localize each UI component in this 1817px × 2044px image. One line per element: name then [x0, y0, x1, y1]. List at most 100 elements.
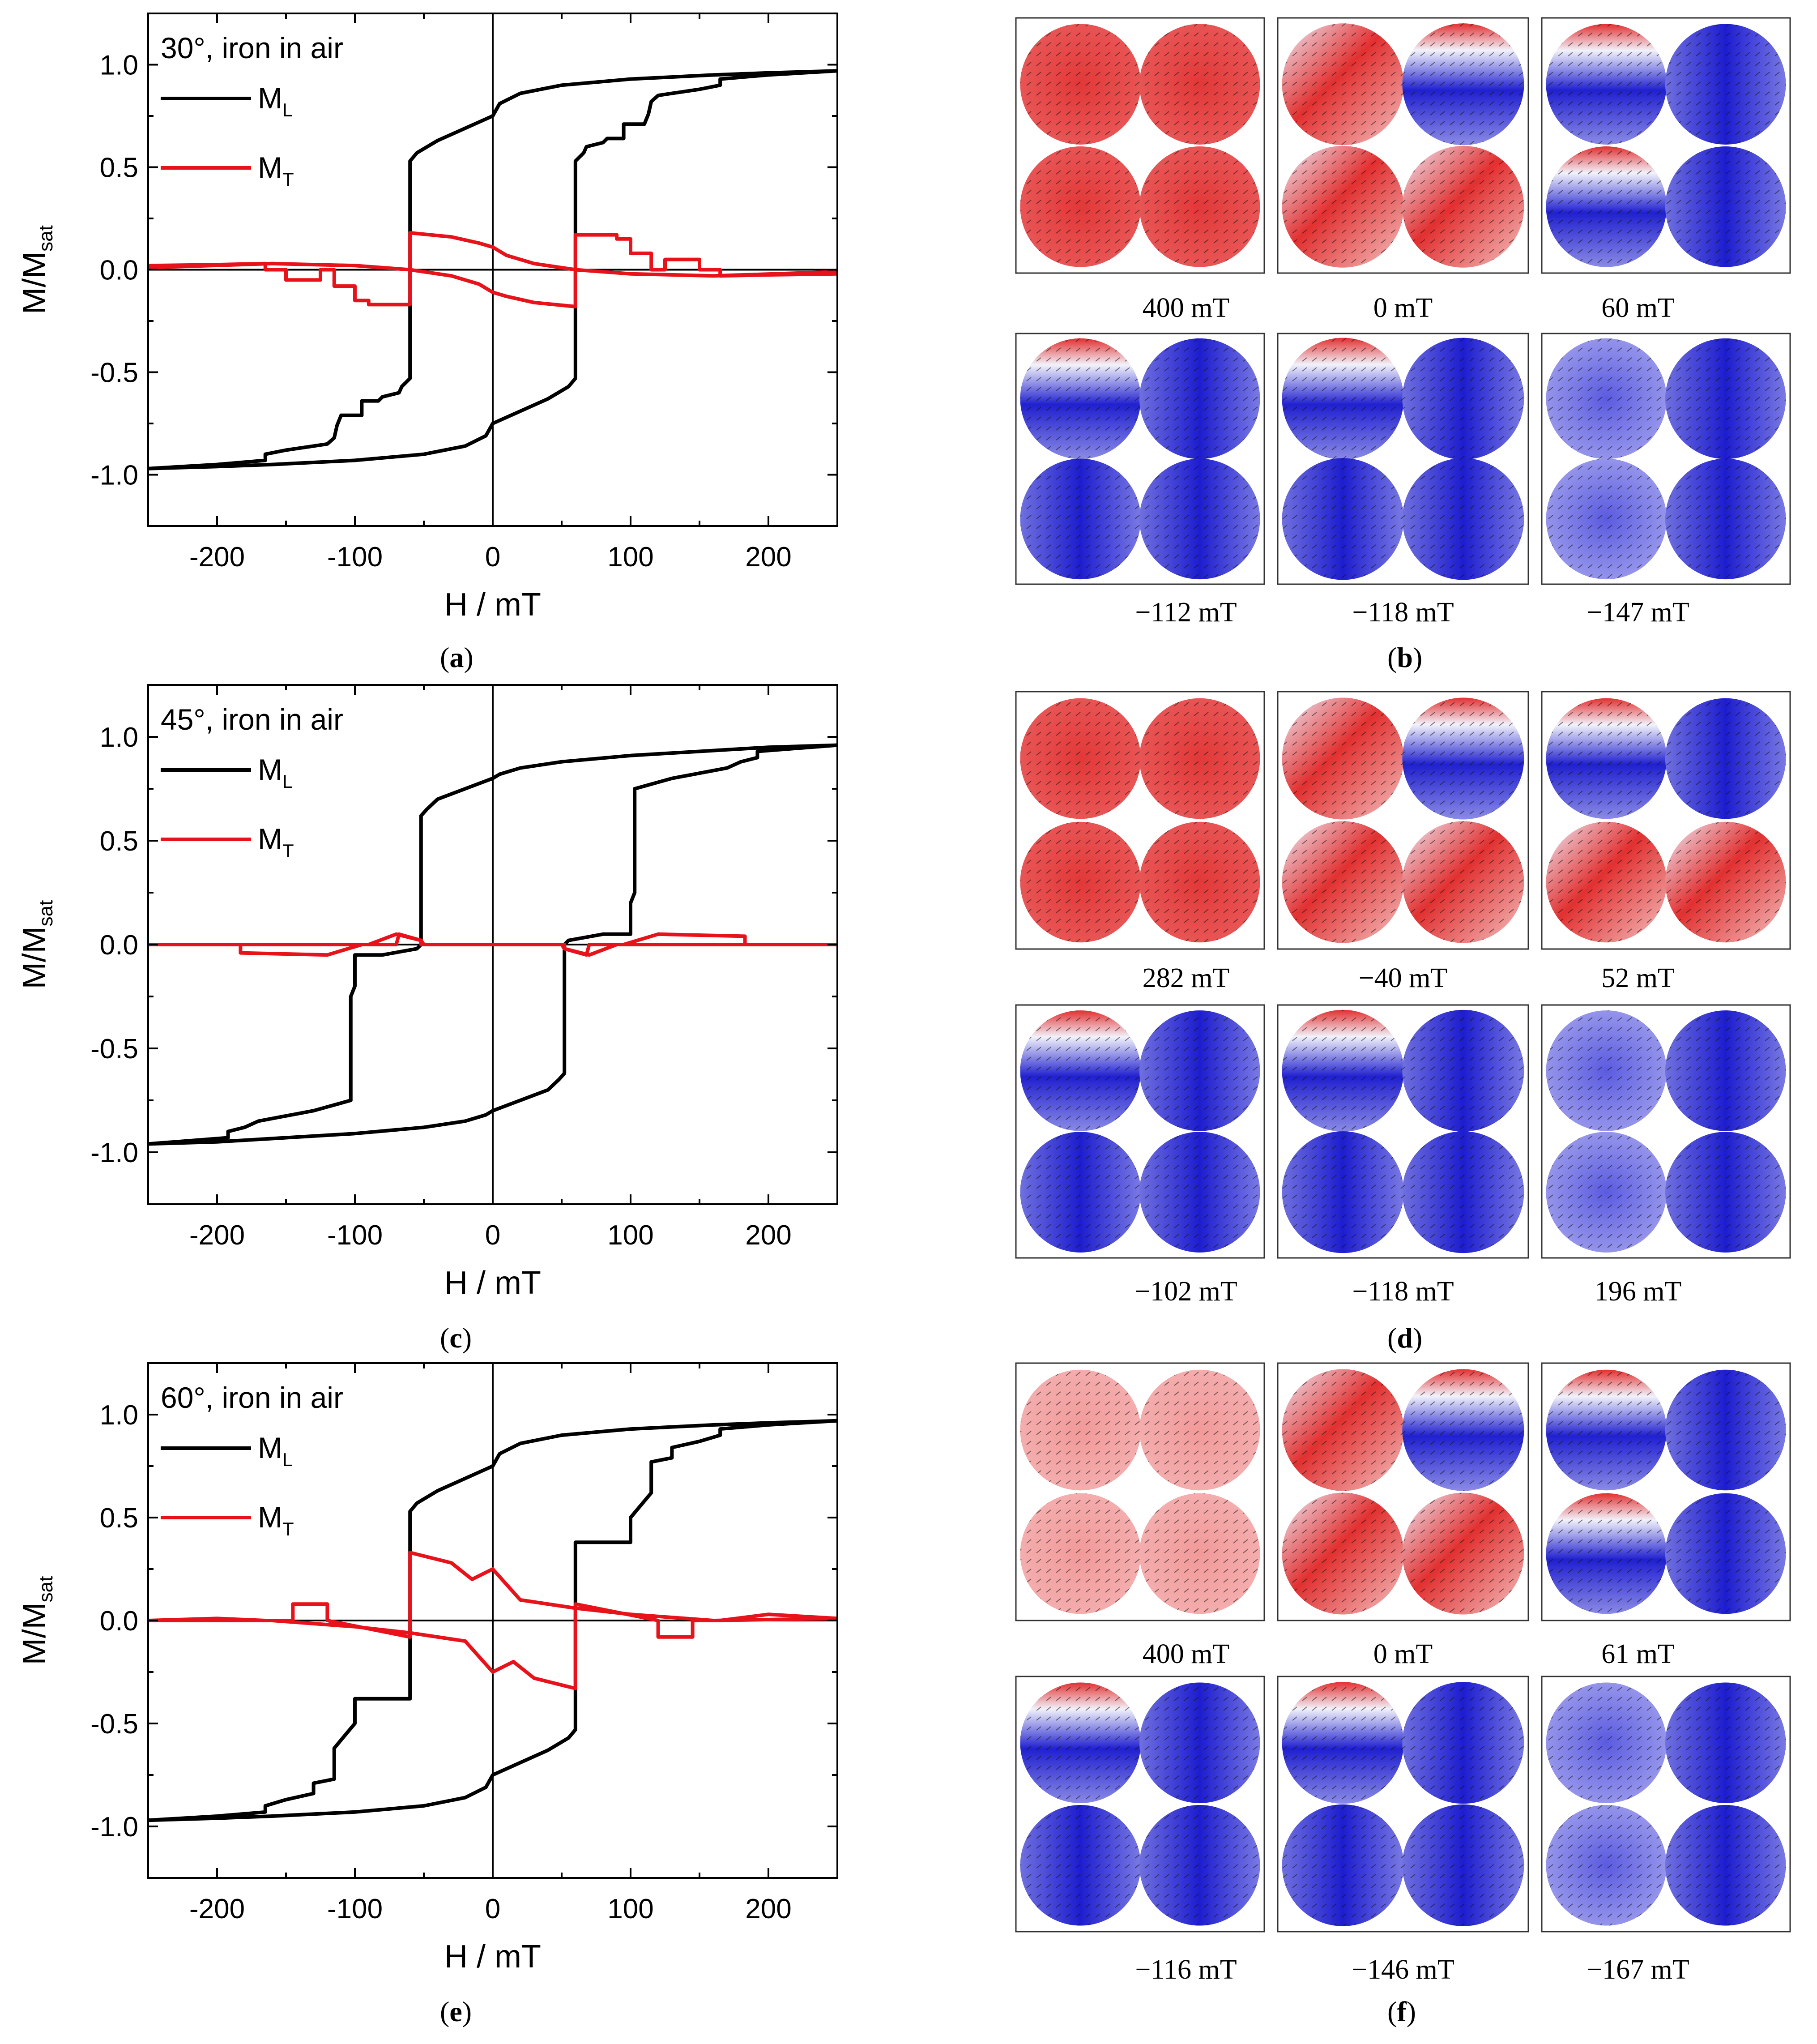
magnetization-arrows [1020, 1682, 1141, 1803]
snapshot-field-label: −146 mT [1352, 1954, 1454, 1985]
magnetization-arrows [1139, 1682, 1260, 1803]
x-tick-label: 200 [745, 1220, 791, 1251]
magnetization-arrows [1402, 458, 1524, 580]
magnetization-arrows [1282, 1009, 1404, 1132]
snapshot-panel-d: 282 mT −40 mT 52 mT −102 mT −118 mT 196 mT (d) [1015, 691, 1791, 1354]
magnetization-arrows [1020, 338, 1141, 459]
magnetization-arrows [1020, 1805, 1141, 1926]
magnetization-arrows [1139, 1805, 1260, 1926]
y-axis-label-main: M/M [17, 1602, 52, 1665]
snapshot-field-label: −147 mT [1587, 597, 1689, 628]
magnetization-arrows [1546, 1132, 1667, 1253]
domain-snapshot: 400 mT [1015, 17, 1265, 323]
panel-caption: (f) [1387, 1996, 1416, 2027]
snapshot-field-label: −40 mT [1359, 963, 1448, 993]
legend-label: MT [258, 822, 294, 861]
snapshot-field-label: −116 mT [1135, 1954, 1237, 1985]
y-tick-label: -0.5 [90, 358, 138, 389]
panel-title: 30°, iron in air [161, 31, 343, 64]
magnetization-arrows [1665, 458, 1786, 580]
magnetization-arrows [1139, 1132, 1260, 1253]
magnetization-arrows [1665, 698, 1786, 819]
domain-snapshot: 0 mT [1277, 1362, 1529, 1669]
y-tick-label: 1.0 [100, 1400, 138, 1431]
magnetization-arrows [1546, 1369, 1667, 1491]
caption-close-paren: ) [462, 1322, 472, 1354]
y-tick-label: 1.0 [100, 50, 138, 81]
magnetization-arrows [1139, 821, 1260, 943]
domain-snapshot: 60 mT [1541, 17, 1791, 323]
panel-caption: (d) [1387, 1322, 1422, 1354]
legend-label-sub: T [282, 1518, 294, 1539]
x-tick-label: 0 [485, 1220, 500, 1251]
y-tick-label: 0.5 [100, 1503, 138, 1534]
legend-label-main: M [258, 81, 282, 115]
legend-label-sub: L [282, 771, 293, 792]
magnetization-arrows [1402, 338, 1524, 460]
x-tick-label: -100 [327, 1894, 383, 1924]
series-line [148, 69, 838, 470]
series-line [148, 233, 838, 308]
domain-snapshot: −118 mT [1277, 333, 1529, 628]
magnetization-arrows [1020, 698, 1141, 819]
domain-snapshot: −102 mT [1015, 1004, 1265, 1307]
magnetization-arrows [1020, 458, 1141, 580]
x-tick-label: 200 [745, 542, 791, 573]
domain-snapshot: 282 mT [1015, 691, 1265, 993]
magnetization-arrows [1546, 821, 1667, 943]
magnetization-arrows [1282, 1682, 1404, 1804]
magnetization-arrows [1020, 1369, 1141, 1491]
magnetization-arrows [1139, 458, 1260, 580]
series-line [148, 69, 838, 470]
y-tick-label: -1.0 [90, 1137, 138, 1168]
magnetization-arrows [1020, 1493, 1141, 1614]
magnetization-arrows [1665, 24, 1786, 145]
caption-open-paren: ( [1387, 641, 1397, 673]
magnetization-arrows [1402, 1369, 1524, 1491]
snapshot-field-label: −118 mT [1352, 597, 1454, 628]
series-line [148, 1551, 838, 1639]
domain-snapshot: 400 mT [1015, 1362, 1265, 1669]
magnetization-arrows [1665, 1682, 1786, 1803]
magnetization-arrows [1665, 821, 1786, 943]
y-tick-label: -1.0 [90, 460, 138, 491]
caption-open-paren: ( [440, 1322, 449, 1354]
legend-label-sub: L [282, 1449, 293, 1470]
magnetization-arrows [1546, 1682, 1667, 1803]
snapshot-field-label: 0 mT [1373, 1639, 1433, 1669]
caption-letter: d [1397, 1322, 1413, 1354]
panel-title: 45°, iron in air [161, 703, 343, 736]
magnetization-arrows [1665, 1010, 1786, 1131]
charts-layer: -200 -100 0 100 200 1.0 0.5 0.0 -0.5 -1.0 H / mT M/… [17, 13, 838, 2027]
magnetization-arrows [1402, 23, 1524, 145]
caption-close-paren: ) [1413, 641, 1422, 673]
y-tick-label: -0.5 [90, 1709, 138, 1740]
y-axis-label: M/Msat [17, 225, 57, 314]
x-tick-label: 100 [607, 542, 653, 573]
x-axis-label: H / mT [444, 1939, 541, 1975]
snapshot-field-label: −112 mT [1135, 597, 1237, 628]
magnetization-arrows [1282, 145, 1404, 268]
snapshot-panel-f: 400 mT 0 mT 61 mT −116 mT −146 mT −167 mT (f) [1015, 1362, 1791, 2027]
magnetization-arrows [1402, 1682, 1524, 1804]
legend-label-main: M [258, 753, 282, 786]
magnetization-arrows [1139, 146, 1260, 267]
magnetization-arrows [1546, 698, 1667, 819]
snapshot-field-label: 282 mT [1143, 963, 1230, 993]
magnetization-arrows [1665, 1493, 1786, 1614]
snapshot-field-label: 0 mT [1373, 293, 1433, 323]
magnetization-arrows [1402, 697, 1524, 820]
magnetization-arrows [1020, 24, 1141, 145]
legend-label: ML [258, 1431, 293, 1470]
magnetization-arrows [1665, 338, 1786, 459]
y-axis-label: M/Msat [17, 900, 57, 989]
magnetization-arrows [1139, 24, 1260, 145]
caption-letter: e [449, 1996, 462, 2027]
x-tick-label: -200 [189, 1220, 245, 1251]
magnetization-arrows [1020, 1010, 1141, 1131]
magnetization-arrows [1282, 697, 1404, 820]
magnetization-arrows [1139, 1010, 1260, 1131]
magnetization-arrows [1402, 1131, 1524, 1253]
y-axis-label: M/Msat [17, 1576, 57, 1665]
caption-open-paren: ( [1387, 1996, 1397, 2027]
